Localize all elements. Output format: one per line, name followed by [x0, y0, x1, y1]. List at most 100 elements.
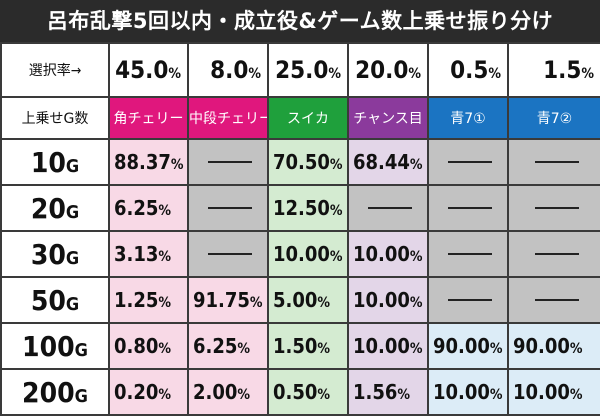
value-cell: 10.00%: [347, 322, 429, 370]
value-cell: 10.00%: [267, 230, 349, 278]
table-row: 30G 3.13% 10.00% 10.00%: [0, 230, 600, 278]
cell-value: 5.00: [273, 288, 318, 312]
table-title: 呂布乱撃5回以内・成立役&ゲーム数上乗せ振り分け: [0, 0, 600, 42]
percent-sign: %: [408, 66, 421, 82]
rate-cell: 45.0%: [108, 42, 189, 98]
game-count-label: 10G: [0, 138, 110, 186]
percent-sign: %: [409, 249, 423, 265]
column-header: スイカ: [267, 96, 349, 140]
rate-cell: 8.0%: [187, 42, 269, 98]
percent-sign: %: [158, 203, 172, 219]
game-count-label: 200G: [0, 368, 110, 416]
cell-value: 90.00: [433, 334, 490, 358]
value-cell: 68.44%: [347, 138, 429, 186]
empty-cell: [507, 230, 600, 278]
value-cell: 1.56%: [347, 368, 429, 416]
empty-cell: [427, 138, 509, 186]
game-count-label: 50G: [0, 276, 110, 324]
dash-mark: [208, 161, 252, 163]
percent-sign: %: [409, 341, 423, 357]
game-suffix: G: [65, 293, 80, 315]
game-suffix: G: [65, 155, 80, 177]
dash-mark: [448, 161, 492, 163]
percent-sign: %: [237, 341, 251, 357]
percent-sign: %: [581, 66, 594, 82]
cell-value: 6.25: [114, 196, 159, 220]
empty-cell: [507, 184, 600, 232]
cell-value: 2.00: [193, 380, 238, 404]
percent-sign: %: [489, 341, 503, 357]
table-row: 200G 0.20% 2.00% 0.50% 1.56% 10.00% 10.00%: [0, 368, 600, 416]
column-header: チャンス目: [347, 96, 429, 140]
game-count-value: 100: [22, 329, 75, 363]
game-count-label: 100G: [0, 322, 110, 370]
percent-sign: %: [158, 387, 172, 403]
value-cell: 12.50%: [267, 184, 349, 232]
game-count-label: 20G: [0, 184, 110, 232]
cell-value: 68.44: [353, 150, 410, 174]
rate-value: 25.0: [275, 56, 329, 84]
rate-value: 1.5: [543, 56, 582, 84]
dash-mark: [208, 207, 252, 209]
value-cell: 10.00%: [427, 368, 509, 416]
game-suffix: G: [74, 385, 88, 407]
value-cell: 1.50%: [267, 322, 349, 370]
value-cell: 3.13%: [108, 230, 189, 278]
percent-sign: %: [237, 387, 251, 403]
empty-cell: [427, 276, 509, 324]
rate-cell: 20.0%: [347, 42, 429, 98]
percent-sign: %: [569, 387, 583, 403]
percent-sign: %: [329, 203, 343, 219]
cell-value: 10.00: [273, 242, 330, 266]
cell-value: 90.00: [513, 334, 570, 358]
percent-sign: %: [248, 66, 261, 82]
dash-mark: [448, 253, 492, 255]
game-count-value: 10: [30, 145, 66, 179]
value-cell: 70.50%: [267, 138, 349, 186]
dash-mark: [534, 299, 579, 301]
value-cell: 0.80%: [108, 322, 189, 370]
cell-value: 1.56: [353, 380, 398, 404]
value-cell: 10.00%: [347, 230, 429, 278]
dash-mark: [448, 299, 492, 301]
rate-value: 0.5: [450, 56, 489, 84]
value-cell: 10.00%: [347, 276, 429, 324]
rate-value: 8.0: [210, 56, 249, 84]
percent-sign: %: [158, 295, 172, 311]
game-suffix: G: [74, 339, 88, 361]
dash-mark: [534, 207, 579, 209]
dash-mark: [534, 161, 579, 163]
dash-mark: [534, 253, 579, 255]
percent-sign: %: [329, 249, 343, 265]
table-row: 20G 6.25% 12.50%: [0, 184, 600, 232]
cell-value: 91.75: [193, 288, 250, 312]
table-row: 10G 88.37% 70.50% 68.44%: [0, 138, 600, 186]
percent-sign: %: [409, 295, 423, 311]
cell-value: 10.00: [353, 334, 410, 358]
dash-mark: [208, 253, 252, 255]
column-header-row: 上乗せG数 角チェリー 中段チェリー スイカ チャンス目 青7① 青7②: [0, 96, 600, 140]
empty-cell: [187, 230, 269, 278]
percent-sign: %: [489, 387, 503, 403]
value-cell: 0.50%: [267, 368, 349, 416]
percent-sign: %: [170, 157, 184, 173]
value-cell: 90.00%: [507, 322, 600, 370]
column-header: 中段チェリー: [187, 96, 269, 140]
column-header: 青7②: [507, 96, 600, 140]
empty-cell: [427, 230, 509, 278]
percent-sign: %: [317, 295, 331, 311]
game-suffix: G: [65, 201, 80, 223]
rate-value: 20.0: [355, 56, 409, 84]
empty-cell: [187, 184, 269, 232]
value-cell: 0.20%: [108, 368, 189, 416]
dash-mark: [448, 207, 492, 209]
rate-value: 45.0: [115, 56, 169, 84]
table-row: 50G 1.25% 91.75% 5.00% 10.00%: [0, 276, 600, 324]
column-header: 角チェリー: [108, 96, 189, 140]
percent-sign: %: [397, 387, 411, 403]
percent-sign: %: [317, 341, 331, 357]
percent-sign: %: [488, 66, 501, 82]
game-count-value: 30: [30, 237, 66, 271]
cell-value: 1.25: [114, 288, 159, 312]
selection-rate-label: 選択率→: [0, 42, 110, 98]
